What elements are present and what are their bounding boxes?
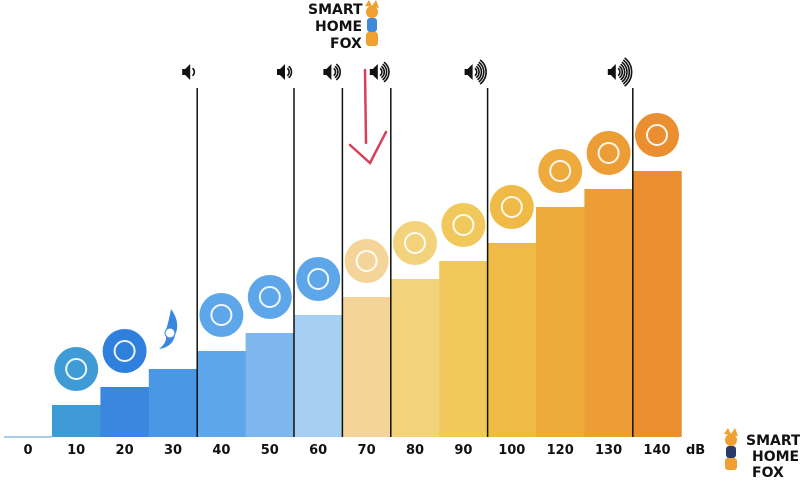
svg-text:FOX: FOX [330, 36, 362, 52]
tick-label-0: 0 [23, 443, 32, 458]
bar-70db [342, 297, 392, 437]
hair-dryer-icon [441, 203, 486, 247]
bar-60db [294, 315, 343, 437]
rain-icon [247, 275, 292, 319]
police-car-icon [586, 131, 631, 175]
speaker-icon [182, 64, 196, 80]
volume-marker [369, 61, 392, 437]
tick-label-130: 130 [595, 443, 622, 458]
unit-label: dB [686, 443, 705, 458]
fox-mascot-icon [724, 428, 738, 470]
bottom-logo: SMART HOME FOX [724, 428, 800, 481]
tick-label-80: 80 [406, 443, 424, 458]
ear-icon [159, 309, 178, 349]
red-arrow-annotation [348, 68, 388, 166]
bar-40db [197, 351, 247, 437]
leaves-icon [102, 329, 147, 373]
tick-label-10: 10 [67, 443, 85, 458]
tick-label-40: 40 [212, 443, 230, 458]
bar-90db [439, 261, 489, 437]
washing-machine-icon [344, 239, 389, 283]
speaker-icon [277, 64, 293, 80]
coffee-machine-icon [489, 185, 534, 229]
speaker-icon [323, 63, 341, 81]
volume-marker [182, 64, 198, 437]
fireworks-icon [635, 113, 679, 157]
bar-100db [487, 243, 537, 437]
bar-30db [148, 369, 198, 437]
svg-text:SMART: SMART [308, 2, 363, 18]
tick-label-90: 90 [454, 443, 472, 458]
bar-140db [632, 171, 682, 437]
fox-mascot-icon [365, 0, 379, 46]
bar-130db [584, 189, 634, 437]
svg-text:HOME: HOME [752, 449, 799, 465]
piano-icon [393, 221, 437, 265]
lungs-icon [54, 347, 99, 391]
speaker-icon [607, 57, 633, 87]
tick-label-100: 100 [498, 443, 525, 458]
tick-label-30: 30 [164, 443, 182, 458]
tick-label-120: 120 [547, 443, 574, 458]
tick-label-140: 140 [643, 443, 670, 458]
bar-20db [100, 387, 150, 437]
bar-50db [245, 333, 295, 437]
bar-80db [390, 279, 440, 437]
fridge-icon [199, 293, 244, 337]
chat-icon [296, 257, 341, 301]
volume-marker [277, 64, 295, 437]
speaker-icon [464, 59, 487, 85]
svg-text:SMART: SMART [746, 433, 800, 449]
svg-text:HOME: HOME [315, 19, 362, 35]
trombone-icon [538, 149, 583, 193]
volume-marker [464, 59, 489, 437]
tick-label-20: 20 [116, 443, 134, 458]
tick-label-70: 70 [358, 443, 376, 458]
speaker-icon [369, 61, 390, 83]
bar-120db [536, 207, 585, 437]
top-logo: SMART HOME FOX [308, 0, 379, 52]
tick-label-50: 50 [261, 443, 279, 458]
tick-label-60: 60 [309, 443, 327, 458]
svg-text:FOX: FOX [752, 465, 784, 481]
bar-10db [52, 405, 101, 437]
volume-marker [607, 57, 634, 437]
volume-marker [323, 63, 344, 437]
